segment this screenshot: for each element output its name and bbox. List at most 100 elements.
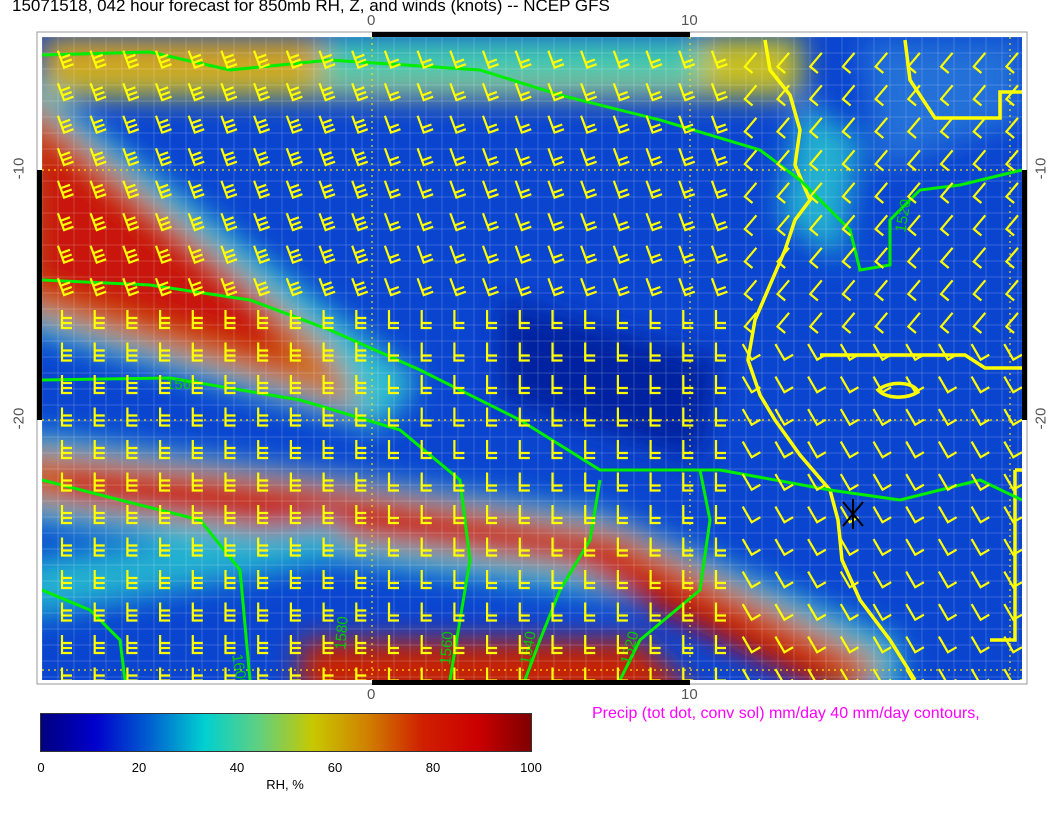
- wind-barb: [743, 182, 758, 204]
- wind-barb: [775, 52, 790, 74]
- wind-barb: [775, 214, 790, 237]
- wind-barb: [710, 82, 728, 102]
- colorbar-tick: 100: [520, 760, 542, 775]
- wind-barb: [682, 537, 694, 557]
- wind-barb: [220, 147, 238, 167]
- wind-barb: [486, 472, 498, 492]
- wind-barb: [714, 570, 726, 590]
- wind-barb: [285, 245, 303, 265]
- wind-barb: [224, 635, 236, 655]
- wind-barb: [318, 147, 336, 167]
- wind-barb: [972, 182, 987, 204]
- wind-barb: [220, 277, 238, 297]
- wind-barb: [387, 570, 399, 590]
- wind-barb: [154, 180, 172, 200]
- wind-barb: [420, 505, 432, 525]
- wind-barb: [841, 312, 856, 334]
- wind-barb: [322, 570, 334, 590]
- wind-barb: [616, 537, 628, 557]
- wind-barb: [355, 407, 367, 427]
- wind-barb: [741, 538, 761, 557]
- wind-barb: [906, 214, 921, 237]
- wind-barb: [807, 506, 827, 524]
- wind-barb: [257, 440, 269, 460]
- wind-barb: [449, 115, 467, 135]
- wind-barb: [486, 342, 498, 362]
- wind-barb: [159, 570, 171, 590]
- wind-barb: [289, 440, 301, 460]
- wind-barb: [874, 117, 889, 139]
- wind-barb: [616, 472, 628, 492]
- wind-barb: [616, 635, 628, 655]
- wind-barb: [547, 277, 565, 297]
- wind-barb: [1004, 117, 1019, 139]
- wind-barb: [285, 212, 303, 232]
- wind-barb: [253, 147, 271, 167]
- wind-barb: [580, 50, 598, 70]
- wind-barb: [387, 342, 399, 362]
- wind-barb: [351, 180, 369, 200]
- wind-barb: [514, 180, 532, 200]
- wind-barb: [937, 506, 958, 524]
- wind-barb: [612, 115, 630, 135]
- wind-barb: [257, 667, 269, 680]
- wind-barb: [584, 602, 596, 622]
- wind-barb: [416, 245, 434, 265]
- wind-barb: [551, 472, 563, 492]
- wind-barb: [874, 247, 889, 269]
- wind-barb: [159, 667, 171, 680]
- wind-barb: [154, 147, 172, 167]
- wind-barb: [937, 376, 958, 394]
- wind-barb: [224, 505, 236, 525]
- wind-barb: [580, 277, 598, 297]
- wind-barb: [714, 602, 726, 622]
- wind-barb: [1004, 279, 1019, 302]
- wind-barb: [775, 279, 790, 302]
- wind-barb: [645, 180, 663, 200]
- left-axis-bar: [37, 170, 42, 420]
- contour-label: 1580: [332, 616, 352, 651]
- colorbar-tick: 80: [425, 760, 441, 775]
- wind-barb: [872, 538, 892, 557]
- wind-barb: [839, 506, 860, 524]
- bottom-tick-0: 0: [367, 686, 376, 703]
- wind-barb: [547, 212, 565, 232]
- wind-barb: [839, 668, 860, 680]
- wind-barb: [807, 441, 827, 459]
- wind-barb: [1003, 473, 1022, 492]
- wind-barb: [649, 310, 661, 330]
- wind-barb: [126, 570, 138, 590]
- wind-barb: [874, 149, 889, 172]
- colorbar-label: RH, %: [266, 777, 304, 792]
- wind-barb: [60, 537, 72, 557]
- wind-barb: [89, 82, 107, 102]
- wind-barb: [841, 52, 856, 74]
- wind-barb: [872, 506, 892, 524]
- wind-barb: [449, 277, 467, 297]
- wind-barb: [420, 635, 432, 655]
- wind-barbs: [56, 50, 1022, 680]
- location-star-icon: [842, 499, 864, 529]
- wind-barb: [741, 343, 761, 362]
- wind-barb: [126, 667, 138, 680]
- wind-barb: [939, 182, 954, 204]
- wind-barb: [808, 52, 823, 74]
- wind-barb: [775, 312, 790, 334]
- wind-barb: [872, 636, 892, 654]
- wind-barb: [970, 408, 990, 427]
- wind-barb: [351, 277, 369, 297]
- wind-barb: [906, 52, 921, 74]
- wind-barb: [285, 115, 303, 135]
- contour-label: 1520: [892, 198, 915, 234]
- wind-barb: [906, 182, 921, 204]
- wind-barb: [584, 570, 596, 590]
- wind-barb: [584, 407, 596, 427]
- wind-barb: [126, 635, 138, 655]
- wind-barb: [518, 570, 530, 590]
- wind-barb: [741, 571, 761, 589]
- wind-barb: [122, 147, 140, 167]
- wind-barb: [89, 277, 107, 297]
- coastline: [746, 39, 1022, 680]
- wind-barb: [970, 376, 990, 394]
- wind-barb: [682, 342, 694, 362]
